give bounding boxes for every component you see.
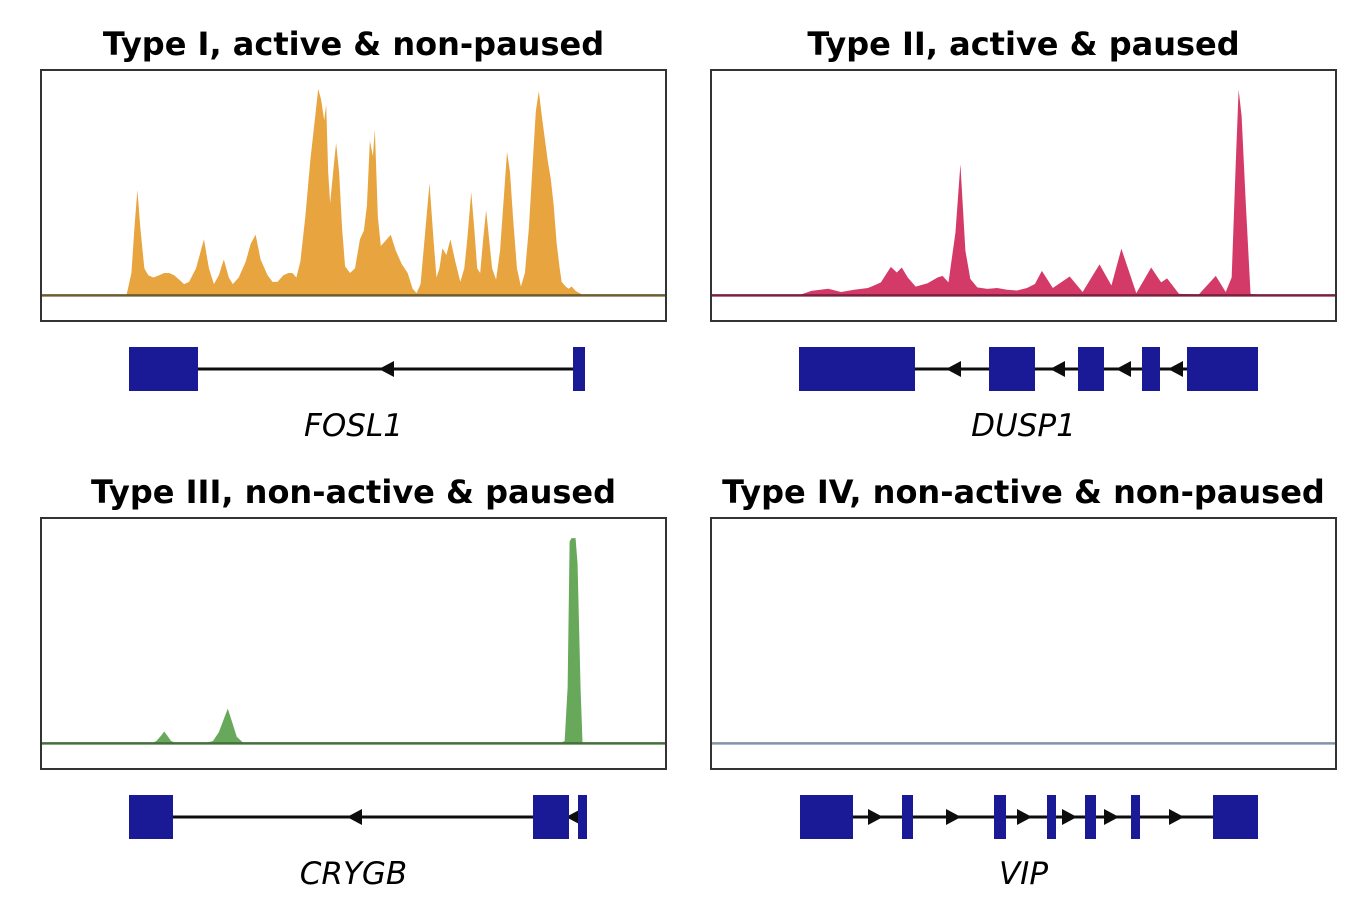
- signal-track-box-type-i: [40, 69, 667, 322]
- gene-name-label-crygb: CRYGB: [299, 856, 408, 892]
- panel-type-iii: Type III, non-active & paused CRYGB: [40, 468, 667, 895]
- gene-model-dusp1: [799, 347, 1258, 391]
- signal-area-chart-fosl1: [42, 88, 665, 297]
- gene-model-fosl1: [129, 347, 585, 391]
- panel-title-type-iv: Type IV, non-active & non-paused: [722, 473, 1325, 511]
- gene-model-vip: [800, 795, 1258, 839]
- signal-area-chart-vip: [712, 742, 1335, 745]
- signal-track-box-type-ii: [710, 69, 1337, 322]
- panel-type-i: Type I, active & non-paused FOSL1: [40, 20, 667, 447]
- panel-title-type-iii: Type III, non-active & paused: [91, 473, 616, 511]
- gene-name-label-fosl1: FOSL1: [304, 408, 403, 444]
- signal-track-box-type-iv: [710, 517, 1337, 770]
- panel-title-type-ii: Type II, active & paused: [807, 25, 1240, 63]
- gene-name-label-vip: VIP: [998, 856, 1049, 892]
- gene-model-crygb: [129, 795, 587, 839]
- signal-area-chart-dusp1: [712, 89, 1335, 297]
- panel-type-iv: Type IV, non-active & non-paused VIP: [710, 468, 1337, 895]
- panel-title-type-i: Type I, active & non-paused: [102, 25, 605, 63]
- signal-area-chart-crygb: [42, 538, 665, 745]
- signal-track-box-type-iii: [40, 517, 667, 770]
- gene-name-label-dusp1: DUSP1: [971, 408, 1076, 444]
- panel-type-ii: Type II, active & paused DUSP1: [710, 20, 1337, 447]
